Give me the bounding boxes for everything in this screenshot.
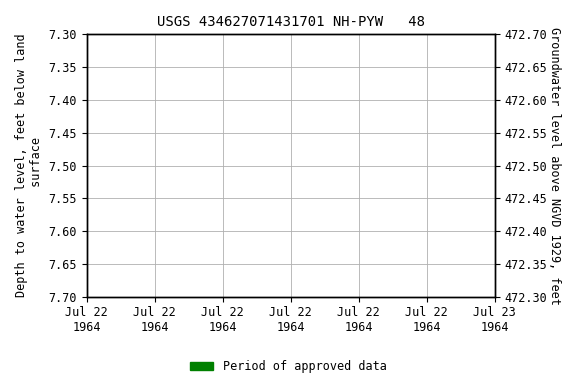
Y-axis label: Depth to water level, feet below land
 surface: Depth to water level, feet below land su… bbox=[15, 34, 43, 297]
Legend: Period of approved data: Period of approved data bbox=[185, 356, 391, 378]
Title: USGS 434627071431701 NH-PYW   48: USGS 434627071431701 NH-PYW 48 bbox=[157, 15, 425, 29]
Y-axis label: Groundwater level above NGVD 1929, feet: Groundwater level above NGVD 1929, feet bbox=[548, 26, 561, 305]
